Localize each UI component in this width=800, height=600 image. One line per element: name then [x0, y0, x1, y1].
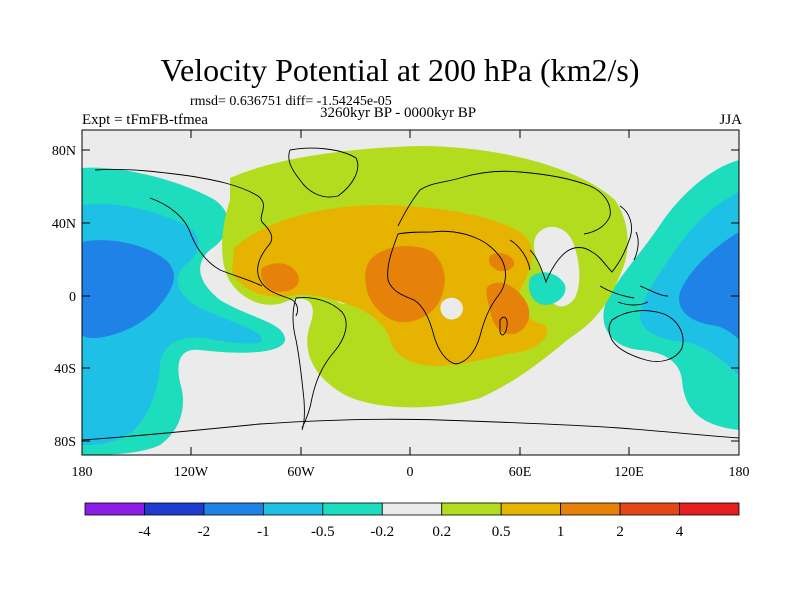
colorbar-label-3: -0.5 [311, 524, 335, 540]
positive-orange-contour-north [488, 253, 515, 272]
coast-antarctica [82, 418, 739, 441]
experiment-label: Expt = tFmFB-tfmea [82, 112, 208, 128]
positive-orange-contour-west [261, 263, 299, 292]
colorbar-swatch-9 [619, 502, 680, 516]
lat-ticks [82, 149, 739, 442]
neutral-hole-asia [533, 226, 580, 307]
lat-label-0: 0 [69, 290, 76, 305]
pacific-west-blue-contour [82, 240, 174, 339]
season-label: JJA [719, 112, 742, 128]
coastlines [82, 147, 739, 441]
colorbar-swatch-7 [500, 502, 562, 516]
lon-label-180w: 180 [72, 465, 93, 480]
colorbar-swatch-8 [560, 502, 621, 516]
lat-label-80n: 80N [52, 144, 76, 159]
lon-label-120e: 120E [614, 465, 644, 480]
colorbar-swatch-10 [679, 502, 740, 516]
colorbar-label-8: 2 [616, 524, 624, 540]
colorbar-label-4: -0.2 [370, 524, 394, 540]
lat-label-80s: 80S [54, 435, 76, 450]
colorbar-label-1: -2 [198, 524, 211, 540]
coast-north-america [94, 169, 299, 317]
colorbar-label-0: -4 [138, 524, 151, 540]
coast-europe [397, 170, 611, 235]
lon-ticks [190, 130, 630, 455]
colorbar-label-5: 0.2 [432, 524, 451, 540]
coast-arabia-india [509, 239, 593, 284]
neutral-hole-africa [440, 297, 463, 320]
positive-orange-contour-east [486, 282, 530, 335]
coast-madagascar [499, 316, 508, 336]
colorbar-swatch-4 [322, 502, 383, 516]
pacific-east-blue-contour [679, 232, 739, 340]
colorbar-swatch-5 [381, 502, 443, 516]
coast-east-asia [591, 205, 639, 273]
colorbar-label-2: -1 [257, 524, 270, 540]
colorbar-label-7: 1 [557, 524, 565, 540]
colorbar-labels: -4 -2 -1 -0.5 -0.2 0.2 0.5 1 2 4 [138, 524, 684, 540]
coast-australia [608, 310, 684, 362]
indian-ocean-cyan-pocket-top [528, 272, 566, 305]
rmsd-diff-stats: rmsd= 0.636751 diff= -1.54245e-05 [190, 94, 392, 109]
map-title: Velocity Potential at 200 hPa (km2/s) [160, 52, 640, 88]
coast-africa [387, 230, 506, 365]
colorbar [84, 502, 740, 516]
colorbar-swatch-3 [262, 502, 324, 516]
lat-label-40s: 40S [54, 362, 76, 377]
lon-label-0: 0 [407, 465, 414, 480]
lat-label-40n: 40N [52, 217, 76, 232]
coast-greenland [288, 147, 359, 198]
map-plot-area [82, 130, 739, 455]
period-label: 3260kyr BP - 0000kyr BP [320, 105, 477, 121]
colorbar-swatch-0 [84, 502, 145, 516]
coast-south-america [292, 297, 347, 431]
colorbar-label-6: 0.5 [492, 524, 511, 540]
positive-orange-contour-central [365, 246, 445, 323]
colorbar-swatch-6 [441, 502, 502, 516]
lon-label-120w: 120W [174, 465, 209, 480]
colorbar-swatch-1 [144, 502, 205, 516]
lon-label-60w: 60W [287, 465, 315, 480]
lat-labels: 80N 40N 0 40S 80S [52, 144, 76, 450]
colorbar-label-9: 4 [676, 524, 684, 540]
lon-labels: 180 120W 60W 0 60E 120E 180 [72, 465, 750, 480]
lon-label-180e: 180 [729, 465, 750, 480]
coast-maritime [599, 285, 669, 306]
colorbar-swatch-2 [203, 502, 264, 516]
lon-label-60e: 60E [509, 465, 532, 480]
